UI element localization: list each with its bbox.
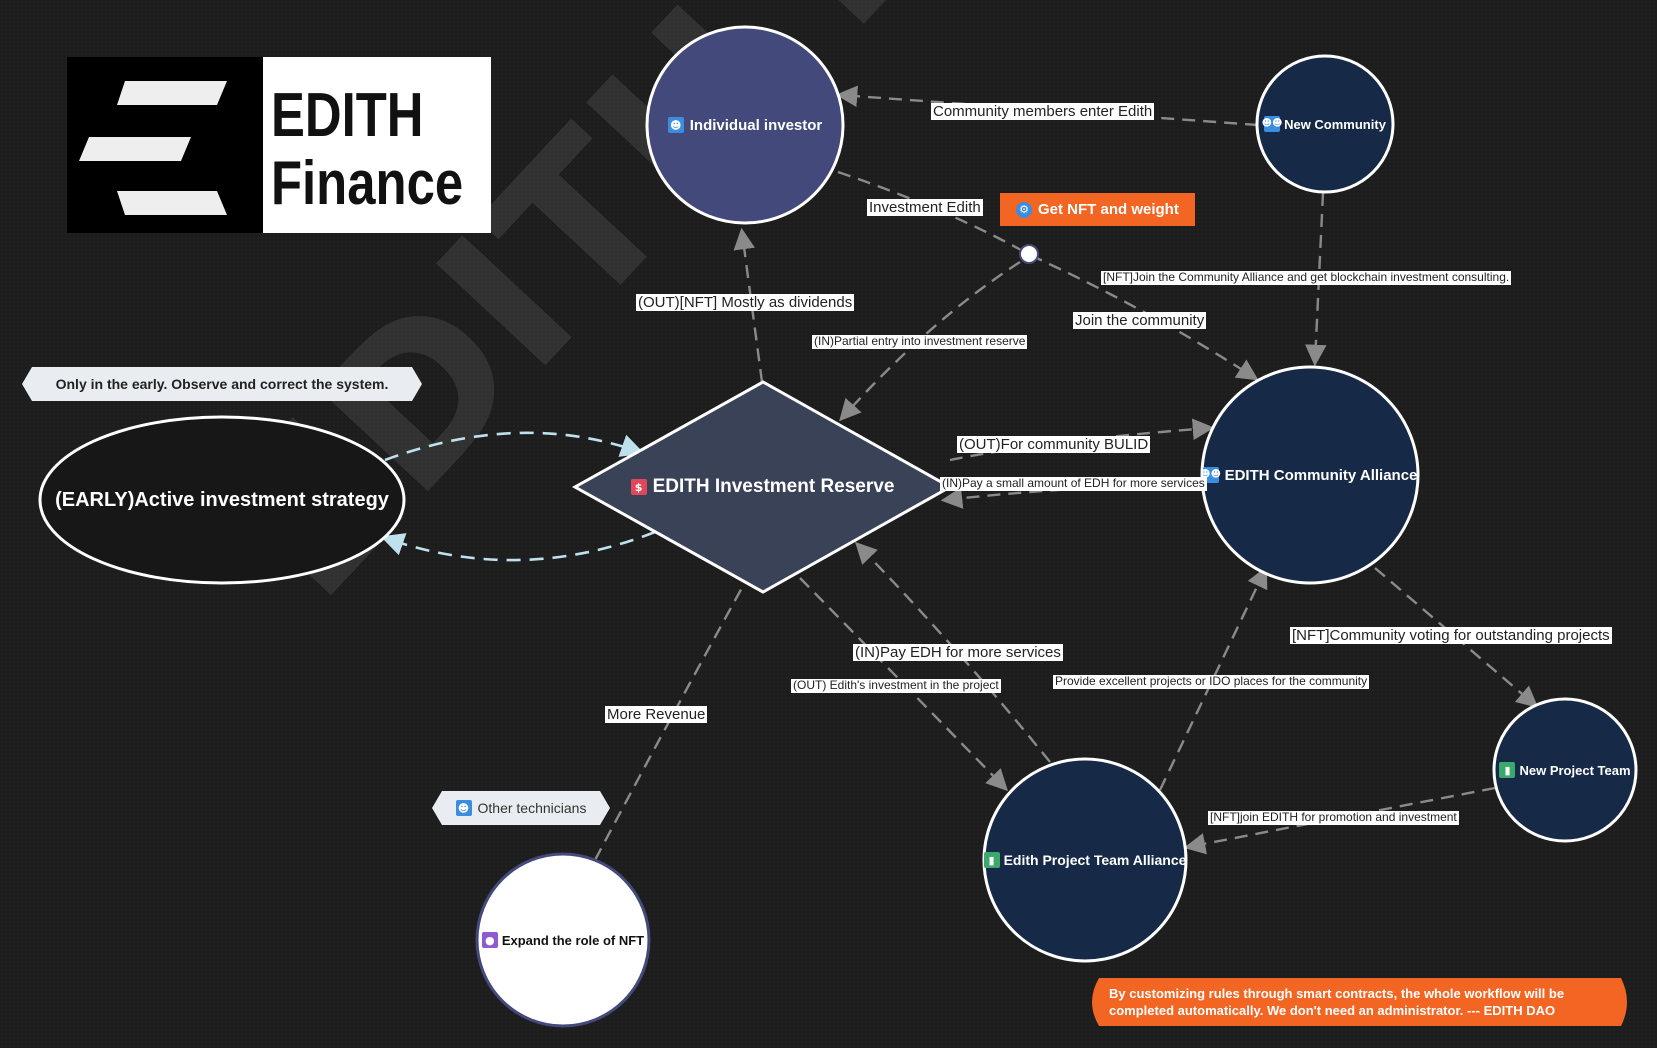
junction-dot xyxy=(1019,244,1039,264)
early-note-shape xyxy=(22,367,422,401)
edge-strategy-to-reserve xyxy=(384,431,645,462)
new-community-shape xyxy=(1255,54,1395,194)
edge-reserve-to-project-alliance xyxy=(799,577,1009,792)
strategy-loop-edges xyxy=(380,431,656,562)
expand-nft-shape xyxy=(475,852,651,1028)
person-icon: ☻ xyxy=(455,800,472,816)
community-alliance-label: EDITH Community Alliance xyxy=(1224,466,1418,484)
team-icon: ☻☻ xyxy=(1262,116,1283,132)
other-technicians-tag[interactable]: ☻ Other technicians xyxy=(432,791,610,825)
node-project-alliance[interactable]: ▮ Edith Project Team Alliance xyxy=(975,840,1195,880)
edge-label-nft-voting: [NFT]Community voting for outstanding pr… xyxy=(1290,627,1612,645)
node-new-project-team[interactable]: ▮ New Project Team xyxy=(1494,750,1636,790)
edge-label-out-dividends: (OUT)[NFT] Mostly as dividends xyxy=(636,294,855,312)
edge-label-nft-join-promotion: [NFT]join EDITH for promotion and invest… xyxy=(1208,810,1459,825)
node-individual-investor[interactable]: ☻ Individual investor xyxy=(647,105,843,145)
project-alliance-label: Edith Project Team Alliance xyxy=(1003,852,1187,868)
footer-note-shape xyxy=(1092,978,1627,1026)
new-project-team-shape xyxy=(1492,697,1638,843)
node-expand-nft[interactable]: ● Expand the role of NFT xyxy=(476,920,650,960)
logo-line-finance: Finance xyxy=(271,149,464,218)
edge-community-enter xyxy=(835,85,1259,127)
person-icon: ☻ xyxy=(667,117,684,133)
footer-note: By customizing rules through smart contr… xyxy=(1085,978,1633,1026)
new-project-team-label: New Project Team xyxy=(1519,762,1631,778)
node-active-strategy[interactable]: (EARLY)Active investment strategy xyxy=(40,480,404,520)
footer-note-text: By customizing rules through smart contr… xyxy=(1109,986,1565,1018)
edge-reserve-to-strategy xyxy=(380,530,656,562)
edge-label-investment-edith: Investment Edith xyxy=(867,199,983,217)
strategy-shape xyxy=(38,415,406,585)
reserve-label: EDITH Investment Reserve xyxy=(652,476,895,497)
early-note-label: Only in the early. Observe and correct t… xyxy=(55,376,389,392)
gear-icon: ⚙ xyxy=(1016,201,1032,218)
other-technicians-label: Other technicians xyxy=(477,800,587,816)
technicians-shape xyxy=(432,791,610,825)
edge-nft-to-reserve xyxy=(593,554,762,861)
edith-logo: EDITH Finance xyxy=(67,57,491,233)
nft-weight-label: Get NFT and weight xyxy=(1038,201,1179,218)
edge-label-provide-projects: Provide excellent projects or IDO places… xyxy=(1053,674,1370,689)
node-shapes xyxy=(38,25,1638,1028)
logo-text: EDITH Finance xyxy=(263,57,491,233)
tower-icon: ▮ xyxy=(1499,762,1516,778)
edge-label-join-community: Join the community xyxy=(1073,312,1207,330)
edge-label-community-enter: Community members enter Edith xyxy=(931,103,1155,121)
tower-icon: ▮ xyxy=(983,852,1000,868)
edge-dot-to-reserve xyxy=(839,260,1021,422)
individual-investor-shape xyxy=(645,25,845,225)
node-new-community[interactable]: ☻☻ New Community xyxy=(1257,104,1393,144)
edge-label-out-project-invest: (OUT) Edith's investment in the project xyxy=(791,678,1001,693)
edge-label-nft-join-alliance: [NFT]Join the Community Alliance and get… xyxy=(1101,270,1512,285)
strategy-label: (EARLY)Active investment strategy xyxy=(55,488,389,511)
node-investment-reserve[interactable]: $ EDITH Investment Reserve xyxy=(590,467,935,507)
logo-mark-icon xyxy=(67,57,263,233)
reserve-shape xyxy=(571,380,954,594)
early-note-tag: Only in the early. Observe and correct t… xyxy=(22,367,422,401)
expand-nft-label: Expand the role of NFT xyxy=(501,932,645,948)
community-alliance-shape xyxy=(1200,365,1420,585)
bulb-icon: ● xyxy=(481,932,498,948)
nft-weight-tag[interactable]: ⚙ Get NFT and weight xyxy=(1000,193,1195,226)
new-community-label: New Community xyxy=(1284,116,1386,132)
edge-label-in-pay-edh: (IN)Pay EDH for more services xyxy=(853,644,1063,662)
edge-label-out-community-build: (OUT)For community BULID xyxy=(957,436,1151,454)
dollar-icon: $ xyxy=(630,479,647,495)
edge-label-in-partial: (IN)Partial entry into investment reserv… xyxy=(812,334,1028,349)
logo-line-edith: EDITH xyxy=(271,81,424,150)
individual-investor-label: Individual investor xyxy=(689,116,823,134)
edge-label-more-revenue: More Revenue xyxy=(605,706,708,724)
edge-project-alliance-to-reserve xyxy=(854,541,1051,763)
node-community-alliance[interactable]: ☻☻ EDITH Community Alliance xyxy=(1195,455,1425,495)
edge-label-in-pay-small: (IN)Pay a small amount of EDH for more s… xyxy=(940,476,1207,491)
